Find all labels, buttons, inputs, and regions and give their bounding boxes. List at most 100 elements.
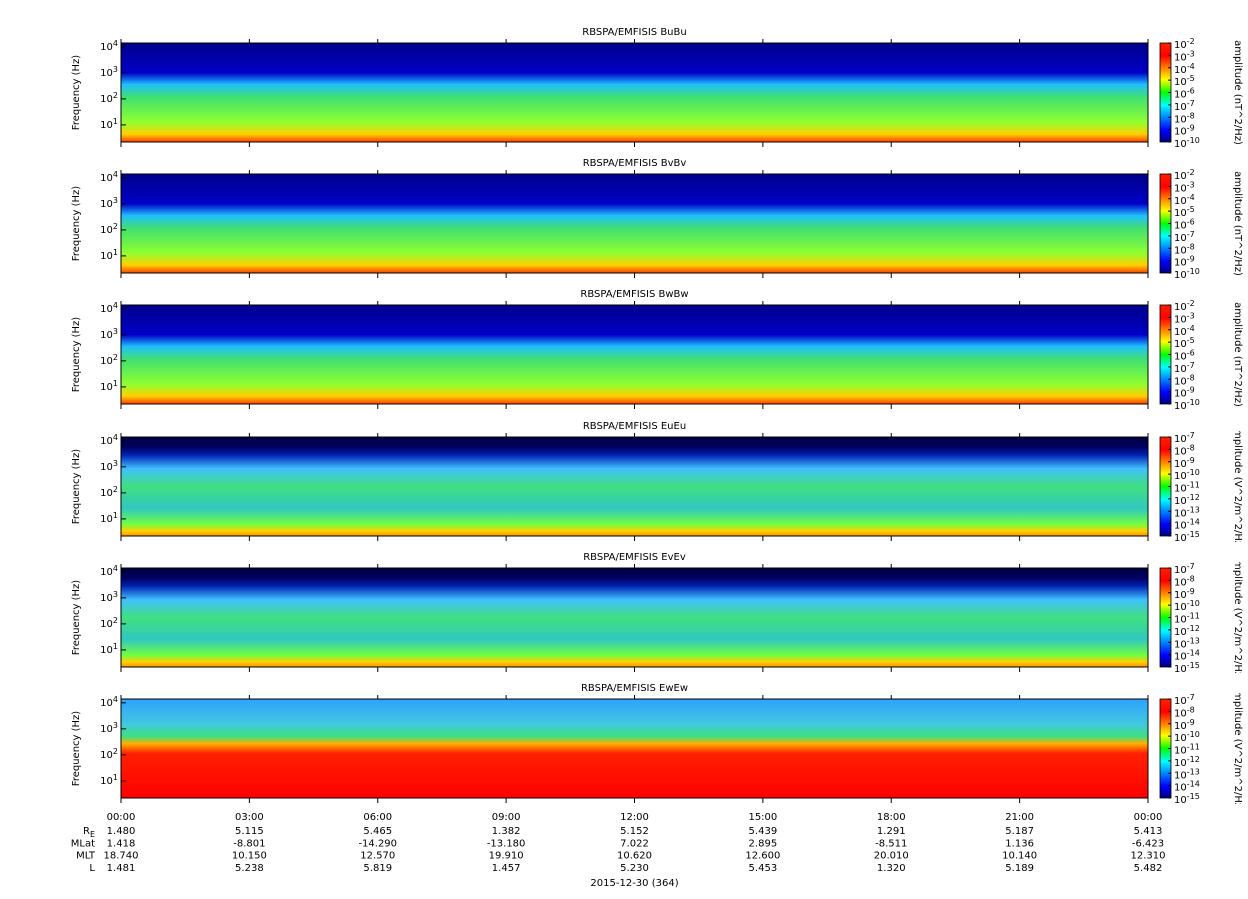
colorbar-tick-label-base: 10 [1174,602,1187,613]
colorbar-tick-label-exponent: -7 [1187,431,1195,440]
ephemeris-value: 18.740 [104,851,139,862]
colorbar-tick-label: 10-4 [1174,323,1195,338]
colorbar-tick-label-base: 10 [1174,496,1187,507]
ephemeris-row-label: MLat [71,838,95,849]
colorbar-tick-label-base: 10 [1174,65,1187,76]
ephemeris-value: -6.423 [1132,838,1164,849]
colorbar-tick-label: 10-10 [1174,599,1200,614]
colorbar-tick-label-base: 10 [1174,590,1187,601]
colorbar-tick-label: 10-13 [1174,636,1200,651]
ephemeris-value: 1.320 [877,863,906,874]
colorbar-tick-label-base: 10 [1174,471,1187,482]
y-tick-label-exponent: 4 [113,694,118,703]
panel-title: RBSPA/EMFISIS EuEu [583,421,686,432]
y-tick-label-base: 10 [100,436,113,447]
x-tick-label: 00:00 [1134,812,1163,823]
colorbar-tick-label-exponent: -15 [1187,661,1200,670]
spectrogram-image [121,568,1148,667]
colorbar-tick-label: 10-8 [1174,111,1195,126]
colorbar-tick-label-exponent: -13 [1187,505,1200,514]
ephemeris-row-label: MLT [76,851,96,862]
colorbar-tick-label-base: 10 [1174,639,1187,650]
colorbar-tick-label-exponent: -13 [1187,636,1200,645]
y-tick-label: 103 [100,458,118,473]
y-tick-label: 101 [100,116,118,131]
colorbar-tick-label-exponent: -3 [1187,180,1195,189]
colorbar-tick-label-exponent: -10 [1187,398,1200,407]
ephemeris-value: -8.801 [233,838,265,849]
colorbar-tick-label-exponent: -10 [1187,730,1200,739]
colorbar-tick-label-base: 10 [1174,434,1187,445]
colorbar-tick-label-exponent: -8 [1187,574,1195,583]
y-tick-label-exponent: 3 [113,326,118,335]
colorbar-tick-label: 10-6 [1174,86,1195,101]
colorbar-tick-label: 10-7 [1174,98,1195,113]
y-tick-label-base: 10 [100,698,113,709]
y-tick-label-base: 10 [100,514,113,525]
y-axis-label: Frequency (Hz) [71,55,82,131]
colorbar-tick-label-base: 10 [1174,565,1187,576]
x-tick-label: 00:00 [107,812,136,823]
ephemeris-value: 10.140 [1002,851,1037,862]
ephemeris-value: 5.439 [749,826,778,837]
y-tick-label-exponent: 3 [113,195,118,204]
colorbar-tick-label-exponent: -10 [1187,599,1200,608]
y-tick-label-base: 10 [100,593,113,604]
y-tick-label-base: 10 [100,120,113,131]
y-tick-label: 102 [100,352,118,367]
y-tick-label: 103 [100,589,118,604]
colorbar-tick-label: 10-8 [1174,242,1195,257]
y-tick-label-exponent: 1 [113,510,118,519]
colorbar-tick-label-exponent: -12 [1187,492,1200,501]
colorbar-tick-label-exponent: -7 [1187,693,1195,702]
x-tick-label: 12:00 [620,812,649,823]
row-label: R [83,826,90,837]
y-axis-label: Frequency (Hz) [71,317,82,393]
colorbar-tick-label-base: 10 [1174,758,1187,769]
ephemeris-value: -14.290 [358,838,397,849]
row-label: MLT [76,851,96,862]
colorbar-tick-label-base: 10 [1174,521,1187,532]
colorbar-tick-label: 10-10 [1174,468,1200,483]
y-tick-label: 104 [100,432,118,447]
colorbar-tick-label: 10-7 [1174,562,1195,577]
colorbar-tick-label: 10-9 [1174,254,1195,269]
colorbar-tick-label-exponent: -2 [1187,168,1195,177]
colorbar-tick-label: 10-8 [1174,574,1195,589]
y-tick-label-exponent: 3 [113,589,118,598]
row-label-subscript: E [90,830,95,839]
colorbar-tick-label: 10-9 [1174,385,1195,400]
colorbar-tick-label-base: 10 [1174,508,1187,519]
y-tick-label-base: 10 [100,251,113,262]
colorbar-tick-label-base: 10 [1174,770,1187,781]
colorbar-label: amplitude (V^2/m^2/Hz) [1232,423,1243,550]
spectrogram-image [121,437,1148,536]
y-tick-label: 101 [100,510,118,525]
colorbar-tick-label-exponent: -7 [1187,98,1195,107]
y-tick-label-exponent: 4 [113,169,118,178]
ephemeris-value: 12.570 [360,851,395,862]
colorbar-tick-label-exponent: -14 [1187,779,1200,788]
spectrogram-image [121,174,1148,273]
row-label: MLat [71,838,95,849]
colorbar-tick-label: 10-12 [1174,754,1200,769]
y-tick-label-base: 10 [100,304,113,315]
colorbar-tick-label-base: 10 [1174,221,1187,232]
colorbar-tick-label: 10-8 [1174,373,1195,388]
y-axis-label: Frequency (Hz) [71,449,82,525]
panel-title: RBSPA/EMFISIS BvBv [583,158,687,169]
y-tick-label-base: 10 [100,750,113,761]
ephemeris-value: 12.310 [1131,851,1166,862]
colorbar-tick-label-exponent: -10 [1187,136,1200,145]
colorbar-tick-label-base: 10 [1174,484,1187,495]
y-axis-label: Frequency (Hz) [71,580,82,656]
colorbar-tick-label: 10-9 [1174,123,1195,138]
colorbar-tick-label-exponent: -8 [1187,373,1195,382]
y-tick-label-exponent: 2 [113,615,118,624]
ephemeris-value: 5.819 [363,863,392,874]
colorbar-tick-label-exponent: -12 [1187,623,1200,632]
colorbar-tick-label-base: 10 [1174,652,1187,663]
y-tick-label-base: 10 [100,330,113,341]
ephemeris-value: -13.180 [487,838,526,849]
